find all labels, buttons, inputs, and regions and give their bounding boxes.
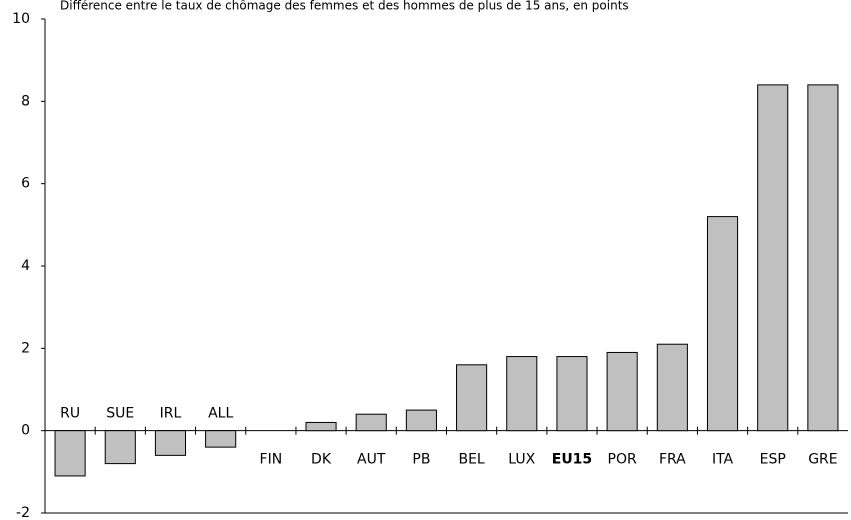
bar xyxy=(205,430,237,448)
x-tick-label: POR xyxy=(608,452,637,468)
x-tick-label: ALL xyxy=(208,406,233,422)
y-tick-label: 6 xyxy=(21,176,30,192)
bar xyxy=(355,413,387,432)
bar xyxy=(104,430,136,465)
x-tick-label: EU15 xyxy=(552,452,592,468)
x-tick-label: SUE xyxy=(106,406,134,422)
y-tick-label: 0 xyxy=(21,423,30,439)
chart-title: Différence entre le taux de chômage des … xyxy=(60,0,629,13)
x-tick-label: BEL xyxy=(458,452,484,468)
bar xyxy=(456,364,488,432)
x-tick-label: GRE xyxy=(808,452,837,468)
bar xyxy=(757,84,789,432)
x-tick-label: RU xyxy=(60,406,80,422)
bar xyxy=(305,421,337,432)
bar xyxy=(54,430,86,477)
x-tick-label: FIN xyxy=(260,452,283,468)
x-tick-label: FRA xyxy=(659,452,686,468)
bar xyxy=(556,356,588,432)
bar xyxy=(405,409,437,432)
bar xyxy=(807,84,839,432)
x-tick-label: IRL xyxy=(160,406,182,422)
x-tick-label: ITA xyxy=(712,452,734,468)
y-tick-label: -2 xyxy=(16,505,30,520)
y-tick-label: 10 xyxy=(12,11,30,27)
x-tick-label: DK xyxy=(311,452,332,468)
x-tick-label: ESP xyxy=(760,452,786,468)
bar xyxy=(606,351,638,432)
y-tick-label: 4 xyxy=(21,258,30,274)
x-tick-label: PB xyxy=(412,452,430,468)
bar xyxy=(706,216,739,432)
x-tick-label: AUT xyxy=(357,452,386,468)
bar xyxy=(656,343,688,432)
bar xyxy=(154,430,187,456)
bar xyxy=(506,356,538,432)
y-tick-label: 2 xyxy=(21,340,30,356)
x-tick-label: LUX xyxy=(508,452,535,468)
y-tick-label: 8 xyxy=(21,93,30,109)
